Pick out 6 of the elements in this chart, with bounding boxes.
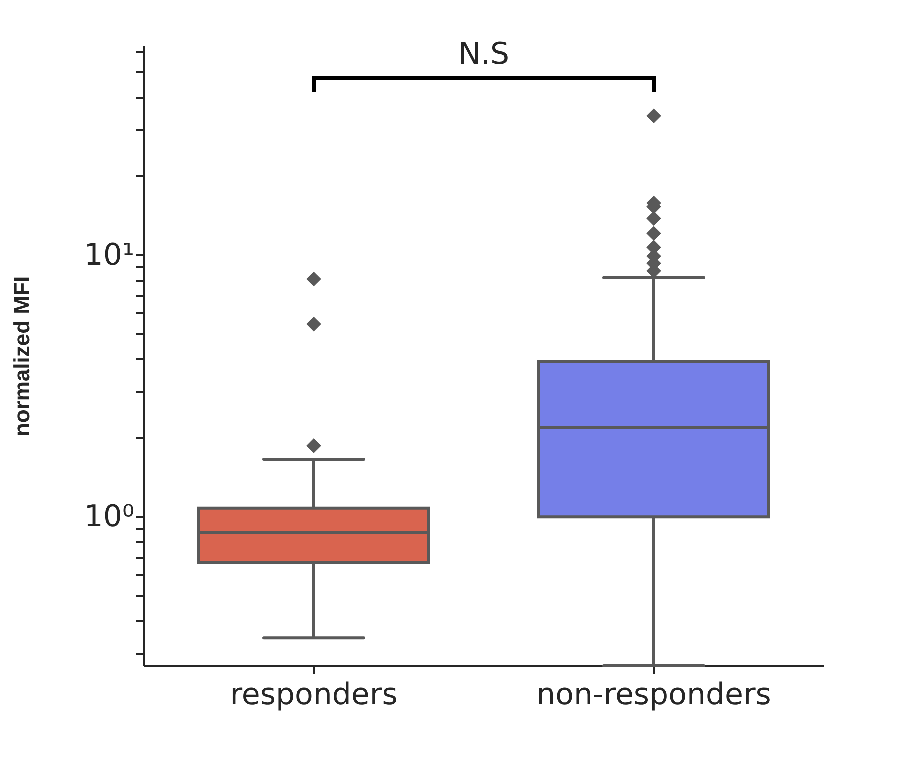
x-tick-label: non-responders	[536, 678, 772, 712]
y-tick-label: 10⁰	[84, 500, 134, 535]
x-tick-label: responders	[230, 678, 398, 712]
annotation: N.S	[458, 37, 510, 72]
y-tick-label: 10¹	[84, 238, 134, 273]
y-axis-title: normalized MFI	[9, 276, 34, 437]
